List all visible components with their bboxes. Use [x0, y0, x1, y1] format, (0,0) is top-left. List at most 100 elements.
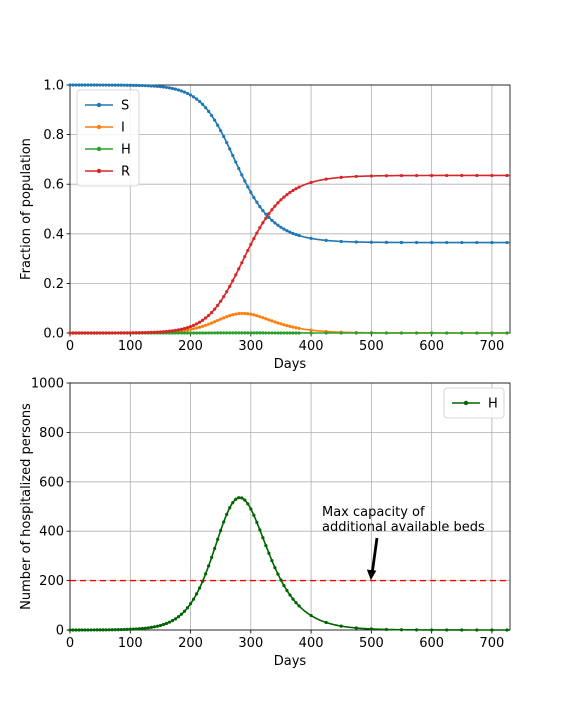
- bottom-ytick-label: 200: [39, 574, 64, 589]
- bottom-point-h: [167, 620, 172, 624]
- bottom-point-h: [176, 615, 181, 619]
- bottom-point-h: [219, 528, 223, 533]
- top-point-h: [204, 331, 208, 335]
- top-point-r: [222, 295, 226, 299]
- top-point-r: [225, 290, 229, 294]
- bottom-point-h: [285, 588, 289, 593]
- bottom-point-h: [191, 597, 196, 601]
- top-point-s: [176, 88, 181, 92]
- top-point-s: [273, 221, 277, 225]
- top-point-s: [89, 83, 93, 87]
- top-point-i: [288, 324, 292, 329]
- top-point-r: [182, 326, 187, 331]
- bottom-point-h: [104, 628, 108, 632]
- bottom-point-h: [182, 609, 187, 613]
- bottom-point-h: [279, 578, 283, 582]
- top-legend-marker: [96, 168, 102, 174]
- top-point-s: [107, 83, 111, 87]
- top-point-h: [228, 331, 232, 335]
- top-point-h: [369, 331, 373, 335]
- top-point-h: [288, 331, 292, 335]
- bottom-point-h: [119, 627, 123, 632]
- bottom-point-h: [116, 628, 120, 632]
- bottom-point-h: [243, 498, 247, 502]
- top-point-s: [68, 83, 72, 87]
- top-point-r: [143, 330, 147, 335]
- top-point-i: [249, 312, 253, 316]
- top-point-h: [210, 331, 214, 335]
- top-point-i: [188, 327, 193, 332]
- top-point-s: [279, 225, 283, 229]
- top-point-r: [83, 331, 87, 335]
- top-point-r: [279, 198, 283, 202]
- top-point-s: [505, 240, 509, 245]
- top-point-i: [255, 314, 259, 318]
- top-point-s: [119, 83, 123, 87]
- top-point-s: [228, 147, 232, 151]
- top-xtick-label: 700: [480, 339, 505, 354]
- top-point-i: [267, 318, 271, 322]
- top-point-r: [252, 237, 256, 241]
- top-point-r: [243, 254, 247, 259]
- bottom-legend: H: [443, 387, 505, 419]
- top-point-r: [161, 330, 166, 334]
- top-point-s: [155, 84, 159, 89]
- bottom-point-h: [77, 628, 81, 632]
- bottom-point-h: [369, 627, 373, 631]
- top-point-h: [273, 331, 277, 335]
- top-point-r: [213, 307, 217, 311]
- top-point-r: [185, 325, 190, 330]
- top-point-s: [445, 240, 449, 245]
- bottom-point-h: [294, 601, 298, 605]
- bottom-point-h: [490, 628, 494, 632]
- top-xtick-label: 0: [66, 339, 74, 354]
- bottom-point-h: [231, 501, 235, 505]
- top-point-h: [240, 331, 244, 335]
- top-point-h: [309, 331, 313, 335]
- top-series-i: [68, 311, 510, 335]
- top-point-r: [414, 173, 419, 178]
- top-axes: 0 100 200 300 400 500 600 700 0.0 0.2 0.4 0.6 0.8 1.0…: [19, 79, 511, 372]
- bottom-point-h: [110, 628, 114, 632]
- top-point-i: [309, 328, 313, 332]
- top-point-r: [264, 216, 268, 220]
- bottom-point-h: [339, 624, 343, 628]
- bottom-point-h: [185, 606, 190, 610]
- top-point-s: [369, 240, 373, 244]
- top-point-r: [197, 320, 202, 324]
- top-point-s: [149, 84, 153, 88]
- top-point-s: [113, 83, 117, 87]
- top-point-r: [179, 327, 184, 331]
- top-point-r: [74, 331, 78, 335]
- top-point-s: [122, 83, 126, 87]
- bottom-point-h: [95, 628, 99, 632]
- top-point-s: [137, 83, 141, 88]
- top-ytick-label: 1.0: [43, 79, 64, 94]
- top-legend-box: [76, 89, 140, 187]
- bottom-legend-marker: [463, 400, 469, 406]
- top-point-h: [297, 331, 301, 335]
- top-point-s: [288, 230, 292, 234]
- top-point-s: [282, 227, 286, 231]
- top-point-s: [264, 212, 268, 216]
- top-point-r: [122, 331, 126, 335]
- top-point-h: [176, 331, 181, 335]
- bottom-point-h: [68, 628, 72, 632]
- bottom-xlabel: Days: [274, 654, 307, 669]
- top-point-i: [219, 317, 223, 321]
- top-xlabel: Days: [274, 357, 307, 372]
- top-point-s: [324, 238, 328, 243]
- top-point-r: [116, 331, 120, 335]
- top-point-i: [185, 328, 190, 332]
- top-point-h: [234, 331, 238, 335]
- top-point-r: [194, 322, 199, 326]
- top-point-r: [282, 195, 286, 199]
- annotation-arrow-shaft: [370, 537, 379, 572]
- bottom-ytick-label: 800: [39, 426, 64, 441]
- top-legend-marker: [96, 146, 102, 152]
- top-point-h: [354, 331, 358, 335]
- bottom-point-h: [354, 626, 358, 630]
- top-point-h: [173, 331, 178, 335]
- top-point-r: [71, 331, 75, 335]
- top-point-s: [384, 240, 389, 245]
